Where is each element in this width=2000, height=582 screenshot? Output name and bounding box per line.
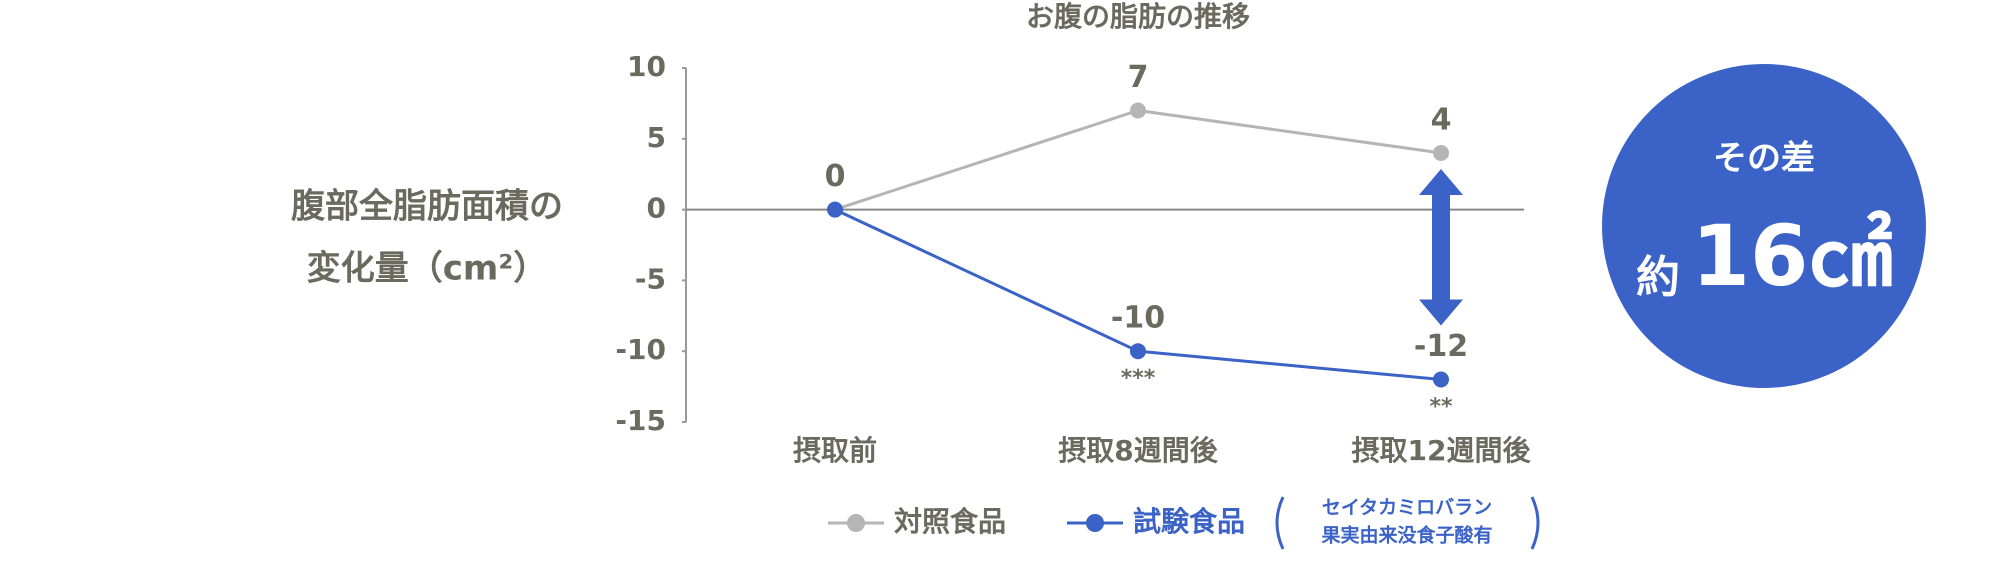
y-axis-label: 腹部全脂肪面積の — [291, 187, 563, 227]
point — [827, 201, 843, 218]
x-tick-label: 摂取前 — [793, 434, 877, 467]
difference-arrow — [1419, 168, 1463, 326]
point — [1433, 371, 1449, 388]
significance: *** — [1121, 366, 1156, 391]
significance: ** — [1429, 395, 1453, 420]
x-tick-label: 摂取8週間後 — [1058, 434, 1218, 467]
y-tick-label: -10 — [615, 333, 666, 366]
bracket — [1275, 496, 1540, 550]
point — [1130, 343, 1146, 360]
legend-label: 試験食品 — [1133, 505, 1245, 538]
y-tick-label: 5 — [647, 121, 666, 154]
difference-badge — [1602, 64, 1926, 388]
y-axis-label: 変化量（cm²） — [307, 249, 547, 289]
y-tick-label: 0 — [647, 192, 666, 225]
point — [1433, 144, 1449, 161]
legend-label: 対照食品 — [894, 505, 1006, 538]
data-label: 7 — [1128, 60, 1149, 95]
legend-marker — [847, 514, 865, 532]
series-line — [834, 108, 1442, 212]
y-tick-label: -15 — [615, 404, 666, 437]
point — [1130, 102, 1146, 119]
data-label: -10 — [1111, 301, 1165, 336]
difference-value: 16㎠ — [1692, 207, 1893, 305]
legend-note: 果実由来没食子酸有 — [1320, 524, 1492, 547]
legend-marker — [1086, 514, 1104, 532]
y-tick-label: 10 — [627, 50, 666, 83]
difference-prefix: 約 — [1636, 252, 1680, 303]
legend-note: セイタカミロバラン — [1322, 497, 1492, 519]
chart-title: お腹の脂肪の推移 — [1026, 0, 1250, 33]
difference-label: その差 — [1713, 139, 1815, 179]
data-label: 4 — [1431, 102, 1452, 137]
data-label: -12 — [1414, 329, 1468, 364]
x-tick-label: 摂取12週間後 — [1352, 434, 1532, 467]
y-tick-label: -5 — [635, 262, 666, 295]
data-label: 0 — [825, 159, 846, 194]
